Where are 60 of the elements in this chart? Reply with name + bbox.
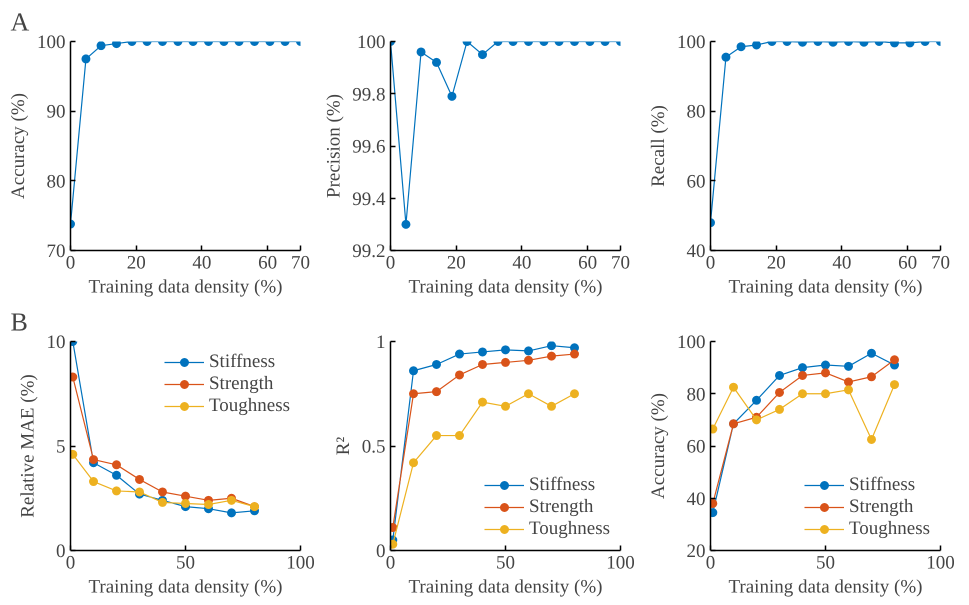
- y-tick-label: 10: [46, 332, 66, 353]
- legend-label: Stiffness: [848, 474, 916, 496]
- x-axis-title: Training data density (%): [728, 276, 923, 298]
- legend-label: Stiffness: [528, 474, 596, 496]
- y-axis-title: Accuracy (%): [8, 92, 29, 200]
- y-axis-title: Relative MAE (%): [18, 374, 38, 518]
- y-tick-label: 1: [376, 332, 386, 353]
- legend-label: Strength: [848, 496, 914, 518]
- y-axis-title: Precision (%): [323, 94, 344, 198]
- x-tick-label: 70: [291, 252, 310, 274]
- y-tick-label: 80: [686, 102, 706, 123]
- y-tick-label: 90: [46, 102, 66, 123]
- x-axis-title: Training data density (%): [88, 576, 283, 598]
- x-axis-title: Training data density (%): [408, 576, 603, 598]
- x-tick-label: 50: [816, 552, 835, 574]
- y-tick-label: 40: [686, 488, 706, 510]
- x-tick-label: 100: [606, 552, 635, 574]
- x-tick-label: 40: [832, 252, 852, 274]
- x-tick-label: 40: [512, 252, 532, 274]
- y-tick-label: 60: [686, 436, 706, 458]
- y-axis-title: R²: [332, 436, 354, 456]
- y-tick-label: 80: [686, 384, 706, 406]
- x-axis-title: Training data density (%): [408, 276, 603, 298]
- y-tick-label: 99.4: [352, 188, 386, 210]
- x-tick-label: 100: [926, 552, 955, 574]
- y-axis-title: Recall (%): [648, 105, 669, 187]
- y-tick-label: 0.5: [362, 436, 386, 458]
- y-tick-label: 99.2: [352, 241, 386, 262]
- legend-label: Toughness: [528, 518, 610, 540]
- x-tick-label: 60: [578, 252, 598, 274]
- y-tick-label: 99.8: [352, 84, 386, 106]
- x-tick-label: 70: [931, 252, 950, 274]
- x-tick-label: 50: [496, 552, 515, 574]
- x-axis-title: Training data density (%): [728, 576, 923, 598]
- y-tick-label: 5: [56, 436, 66, 458]
- x-tick-label: 60: [898, 252, 918, 274]
- legend-label: Strength: [528, 496, 594, 518]
- x-tick-label: 70: [611, 252, 630, 274]
- x-tick-label: 60: [258, 252, 278, 274]
- y-tick-label: 99.6: [352, 136, 386, 158]
- x-axis-title: Training data density (%): [88, 276, 283, 298]
- x-tick-label: 50: [176, 552, 195, 574]
- chart-title: A: [10, 8, 30, 36]
- y-tick-label: 100: [677, 32, 706, 53]
- y-axis-title: Accuracy (%): [648, 392, 669, 500]
- x-tick-label: 100: [286, 552, 315, 574]
- y-tick-label: 80: [46, 171, 66, 192]
- x-tick-label: 40: [192, 252, 212, 274]
- legend-label: Toughness: [208, 395, 290, 417]
- x-tick-label: 20: [766, 252, 786, 274]
- x-tick-label: 20: [126, 252, 146, 274]
- y-tick-label: 100: [357, 32, 386, 53]
- y-tick-label: 100: [677, 332, 706, 353]
- legend-label: Strength: [208, 373, 274, 395]
- y-tick-label: 60: [686, 171, 706, 192]
- chart-title: B: [10, 308, 28, 336]
- x-tick-label: 20: [446, 252, 466, 274]
- legend-label: Toughness: [848, 518, 930, 540]
- legend-label: Stiffness: [208, 351, 276, 373]
- y-tick-label: 100: [37, 32, 66, 53]
